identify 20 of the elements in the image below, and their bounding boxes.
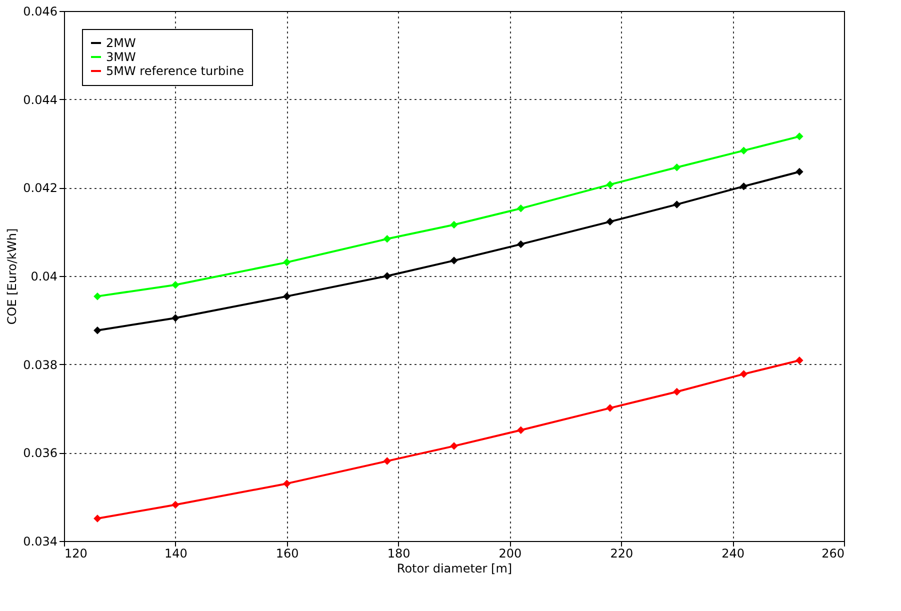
y-tick-label: 0.038: [23, 358, 58, 372]
x-tick-label: 240: [722, 546, 745, 560]
x-tick-label: 160: [276, 546, 299, 560]
y-tick-label: 0.046: [23, 4, 58, 18]
legend-label: 5MW reference turbine: [106, 64, 244, 78]
x-tick-label: 260: [822, 546, 844, 560]
y-axis-title: COE [Euro/kWh]: [5, 228, 20, 325]
y-tick-label: 0.042: [23, 181, 58, 196]
legend-label: 3MW: [106, 50, 136, 64]
y-tick-label: 0.034: [23, 534, 58, 548]
legend-label: 2MW: [106, 36, 136, 50]
y-tick-label: 0.044: [23, 92, 58, 107]
x-tick-label: 140: [164, 546, 188, 560]
y-tick-label: 0.04: [30, 270, 58, 284]
y-tick-label: 0.036: [23, 446, 58, 460]
x-tick-label: 220: [610, 546, 634, 560]
x-axis-title: Rotor diameter [m]: [396, 562, 512, 576]
x-tick-label: 180: [387, 546, 410, 560]
x-tick-label: 120: [64, 546, 88, 560]
x-tick-label: 200: [498, 546, 522, 560]
